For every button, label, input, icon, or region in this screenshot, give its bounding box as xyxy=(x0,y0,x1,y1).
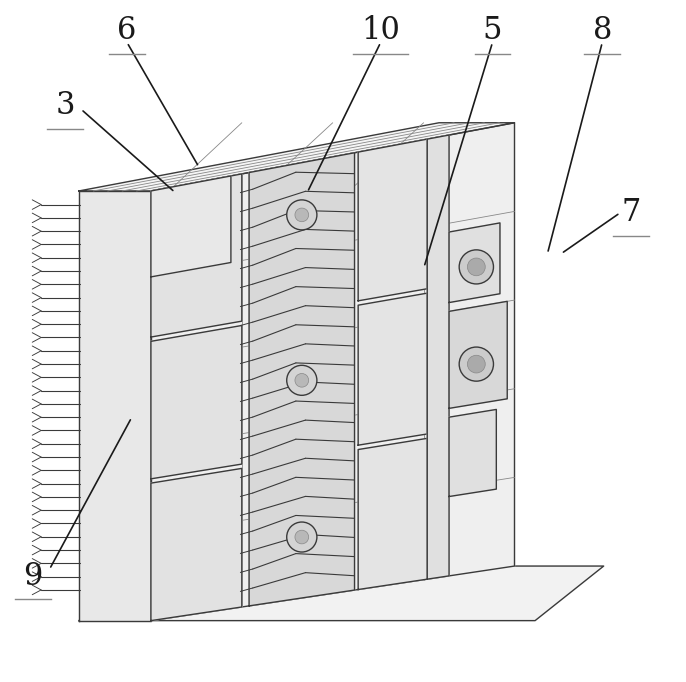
Circle shape xyxy=(287,522,317,552)
Circle shape xyxy=(295,374,309,387)
Text: 3: 3 xyxy=(56,90,75,121)
Polygon shape xyxy=(427,135,449,579)
Polygon shape xyxy=(449,301,507,409)
Text: 10: 10 xyxy=(362,15,400,46)
Text: 9: 9 xyxy=(23,561,43,592)
Polygon shape xyxy=(358,293,427,445)
Polygon shape xyxy=(449,409,496,496)
Circle shape xyxy=(295,208,309,222)
Polygon shape xyxy=(151,174,242,337)
Circle shape xyxy=(459,347,493,381)
Polygon shape xyxy=(79,123,514,191)
Polygon shape xyxy=(79,191,151,621)
Polygon shape xyxy=(151,469,242,621)
Circle shape xyxy=(467,355,485,373)
Circle shape xyxy=(295,530,309,544)
Polygon shape xyxy=(151,123,514,621)
Text: 5: 5 xyxy=(483,15,502,46)
Polygon shape xyxy=(79,566,604,621)
Polygon shape xyxy=(249,153,355,606)
Circle shape xyxy=(467,258,485,276)
Text: 8: 8 xyxy=(593,15,612,46)
Circle shape xyxy=(287,366,317,396)
Polygon shape xyxy=(151,176,231,277)
Circle shape xyxy=(287,200,317,230)
Circle shape xyxy=(459,250,493,284)
Text: 7: 7 xyxy=(622,197,641,228)
Polygon shape xyxy=(449,223,500,303)
Text: 6: 6 xyxy=(117,15,137,46)
Polygon shape xyxy=(358,139,427,301)
Polygon shape xyxy=(358,439,427,589)
Polygon shape xyxy=(151,325,242,479)
